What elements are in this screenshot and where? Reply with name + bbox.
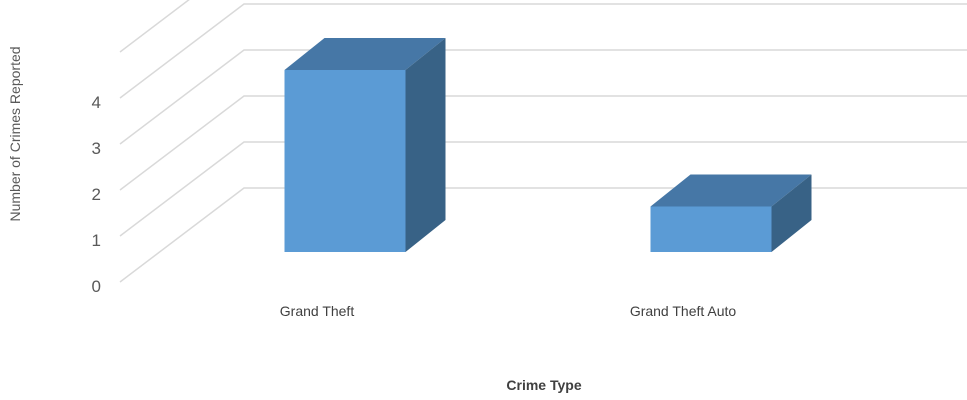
gridline xyxy=(119,141,967,237)
y-tick-label: 1 xyxy=(92,231,101,250)
gridline xyxy=(119,49,967,145)
x-axis-title: Crime Type xyxy=(506,377,581,393)
gridline xyxy=(119,3,967,99)
gridlines xyxy=(119,0,967,283)
gridline xyxy=(119,187,967,283)
y-tick-labels: 0 1 2 3 4 xyxy=(92,93,101,296)
y-tick-label: 2 xyxy=(92,185,101,204)
gridline xyxy=(119,0,190,53)
bar-front xyxy=(284,70,406,252)
y-tick-label: 0 xyxy=(92,277,101,296)
gridline xyxy=(119,95,967,191)
bar-front xyxy=(650,206,772,252)
bar xyxy=(650,174,812,252)
category-labels: Grand Theft Grand Theft Auto xyxy=(280,303,737,319)
bar-top xyxy=(284,38,446,70)
bar-side xyxy=(771,174,812,252)
bar xyxy=(284,38,446,252)
bars xyxy=(284,38,812,252)
y-tick-label: 3 xyxy=(92,139,101,158)
bar-side xyxy=(405,38,446,252)
bar-top xyxy=(650,174,812,207)
y-axis-title: Number of Crimes Reported xyxy=(7,46,23,221)
category-label: Grand Theft xyxy=(280,303,355,319)
y-tick-label: 4 xyxy=(92,93,101,112)
category-label: Grand Theft Auto xyxy=(630,303,737,319)
